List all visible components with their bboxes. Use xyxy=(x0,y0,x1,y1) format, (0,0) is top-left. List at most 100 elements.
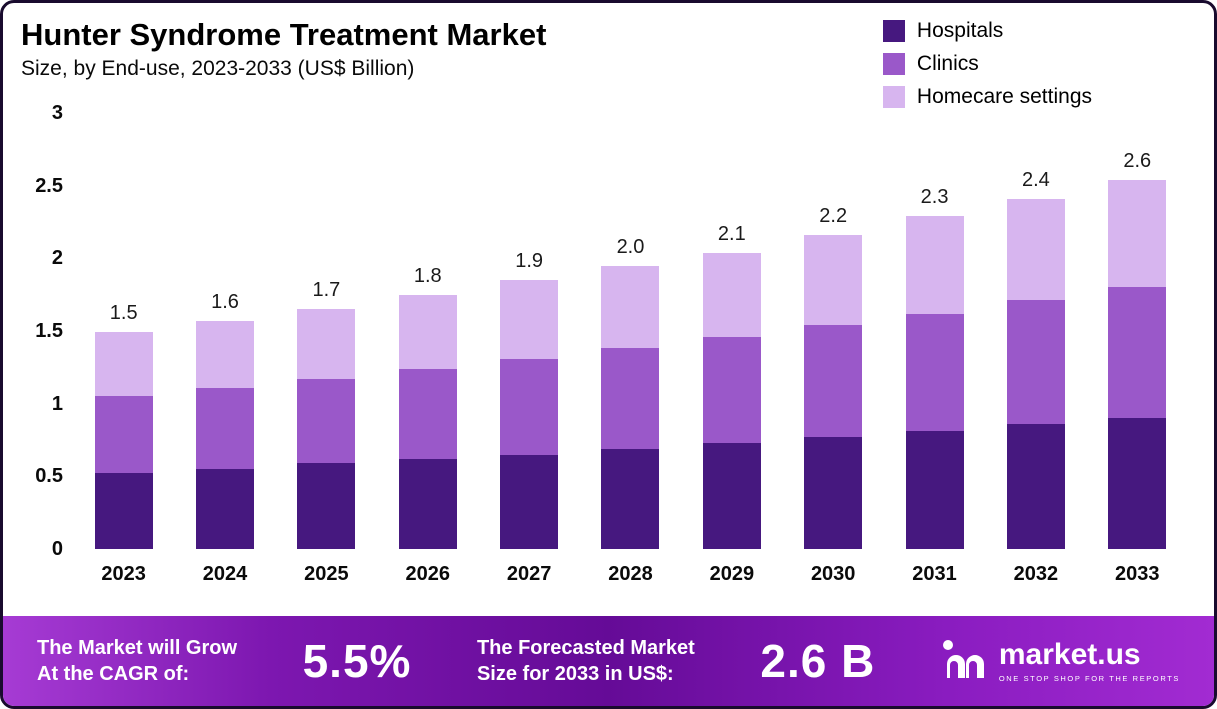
x-tick-label: 2030 xyxy=(810,563,856,585)
bar-stack xyxy=(94,332,153,549)
bar-segment-hospitals xyxy=(500,454,559,549)
legend-item: Hospitals xyxy=(882,19,1092,43)
x-tick-label: 2023 xyxy=(101,563,146,585)
bar-group: 1.7 xyxy=(276,113,377,549)
bar-group: 1.9 xyxy=(478,113,579,549)
title-block: Hunter Syndrome Treatment Market Size, b… xyxy=(21,17,546,81)
plot-wrap: 1.5 1.6 1.7 1.8 1.9 2.0 2.1 2.2 2.3 2.4 2.6 2023 20… xyxy=(73,113,1188,586)
bar-segment-homecare-settings xyxy=(804,235,863,326)
bar-segment-homecare-settings xyxy=(196,320,255,388)
bar-group: 2.0 xyxy=(580,113,681,549)
bar-segment-hospitals xyxy=(1108,418,1167,549)
forecast-caption-line1: The Forecasted Market xyxy=(476,636,695,659)
legend: Hospitals Clinics Homecare settings xyxy=(882,19,1092,109)
bar-total-label: 2.2 xyxy=(819,205,848,228)
y-tick-label: 0 xyxy=(51,538,63,560)
market-us-logo-icon xyxy=(941,638,989,685)
bar-group: 1.8 xyxy=(377,113,478,549)
bar-total-label: 2.6 xyxy=(1123,149,1152,172)
legend-label: Homecare settings xyxy=(916,85,1092,108)
bar-segment-hospitals xyxy=(297,463,356,549)
bar-segment-hospitals xyxy=(804,437,863,549)
header: Hunter Syndrome Treatment Market Size, b… xyxy=(3,3,1214,109)
brand-tagline: ONE STOP SHOP FOR THE REPORTS xyxy=(998,673,1180,683)
bar-segment-homecare-settings xyxy=(702,252,761,337)
bar-stack xyxy=(601,265,660,549)
x-tick-label: 2031 xyxy=(912,563,957,585)
bar-segment-homecare-settings xyxy=(500,280,559,359)
bar-segment-homecare-settings xyxy=(94,332,153,397)
legend-swatch xyxy=(882,20,905,42)
x-tick-label: 2032 xyxy=(1013,563,1059,585)
bar-group: 2.1 xyxy=(681,113,782,549)
bar-segment-homecare-settings xyxy=(905,216,964,314)
bar-total-label: 1.5 xyxy=(109,302,138,325)
x-tick-label: 2024 xyxy=(202,563,248,585)
bar-segment-clinics xyxy=(601,348,660,449)
bar-stack xyxy=(297,309,356,549)
bar-segment-homecare-settings xyxy=(297,309,356,379)
brand-text: market.us ONE STOP SHOP FOR THE REPORTS xyxy=(998,637,1180,683)
bar-total-label: 2.3 xyxy=(920,186,949,209)
chart-subtitle: Size, by End-use, 2023-2033 (US$ Billion… xyxy=(21,56,415,80)
legend-label: Clinics xyxy=(916,52,979,75)
bar-total-label: 2.0 xyxy=(616,235,645,258)
bar-segment-homecare-settings xyxy=(398,294,457,369)
bar-group: 1.6 xyxy=(174,113,275,549)
bar-total-label: 1.8 xyxy=(413,264,442,287)
x-axis: 2023 2024 2025 2026 2027 2028 2029 2030 2031 2032… xyxy=(73,563,1188,586)
footer-banner: The Market will Grow At the CAGR of: 5.5… xyxy=(3,616,1214,706)
y-axis: 3 2.5 2 1.5 1 0.5 0 xyxy=(17,102,73,560)
y-tick-label: 3 xyxy=(51,102,63,124)
x-tick-label: 2025 xyxy=(304,563,349,585)
x-tick-label: 2028 xyxy=(608,563,653,585)
legend-label: Hospitals xyxy=(916,19,1004,42)
x-tick-label: 2033 xyxy=(1115,563,1160,585)
bar-stack xyxy=(905,216,964,549)
bar-total-label: 2.4 xyxy=(1022,168,1050,191)
bar-segment-clinics xyxy=(702,336,761,443)
bar-segment-clinics xyxy=(905,313,964,432)
bar-segment-homecare-settings xyxy=(1108,179,1167,288)
plot-area: 1.5 1.6 1.7 1.8 1.9 2.0 2.1 2.2 2.3 2.4 2.6 xyxy=(73,113,1188,549)
y-tick-label: 2 xyxy=(51,247,63,270)
bar-segment-hospitals xyxy=(601,448,660,549)
bar-segment-clinics xyxy=(94,396,153,474)
legend-swatch xyxy=(882,86,905,108)
bar-stack xyxy=(196,320,255,549)
page-title: Hunter Syndrome Treatment Market xyxy=(21,17,547,52)
y-tick-label: 1.5 xyxy=(35,320,63,342)
legend-item: Clinics xyxy=(882,52,1092,76)
bar-segment-homecare-settings xyxy=(601,265,660,349)
forecast-caption-line2: Size for 2033 in US$: xyxy=(476,663,674,685)
bar-stack xyxy=(500,280,559,549)
legend-swatch xyxy=(882,53,905,75)
bar-segment-hospitals xyxy=(702,442,761,549)
bar-segment-clinics xyxy=(500,358,559,455)
bar-segment-hospitals xyxy=(398,458,457,549)
bar-group: 2.3 xyxy=(884,113,985,549)
cagr-caption: The Market will Grow At the CAGR of: xyxy=(37,635,237,688)
bar-stack xyxy=(804,235,863,549)
bar-segment-hospitals xyxy=(1006,424,1065,549)
x-tick-label: 2027 xyxy=(506,563,552,585)
bar-segment-clinics xyxy=(1108,287,1167,419)
y-tick-label: 1 xyxy=(51,392,63,415)
bar-total-label: 1.7 xyxy=(312,279,341,302)
bar-total-label: 1.9 xyxy=(515,250,544,273)
bar-group: 2.6 xyxy=(1087,113,1188,549)
bar-segment-hospitals xyxy=(196,469,255,549)
x-tick-label: 2029 xyxy=(709,563,755,585)
bar-stack xyxy=(702,252,761,549)
bar-group: 2.4 xyxy=(985,113,1086,549)
forecast-caption: The Forecasted Market Size for 2033 in U… xyxy=(477,635,695,688)
brand-name: market.us xyxy=(998,637,1141,671)
brand-block: market.us ONE STOP SHOP FOR THE REPORTS xyxy=(941,638,1180,685)
bar-segment-hospitals xyxy=(94,473,153,549)
bar-stack xyxy=(398,294,457,549)
bar-segment-clinics xyxy=(398,368,457,459)
bar-segment-clinics xyxy=(804,325,863,438)
cagr-value: 5.5% xyxy=(302,635,412,687)
bar-stack xyxy=(1108,179,1167,549)
bar-segment-homecare-settings xyxy=(1006,198,1065,301)
